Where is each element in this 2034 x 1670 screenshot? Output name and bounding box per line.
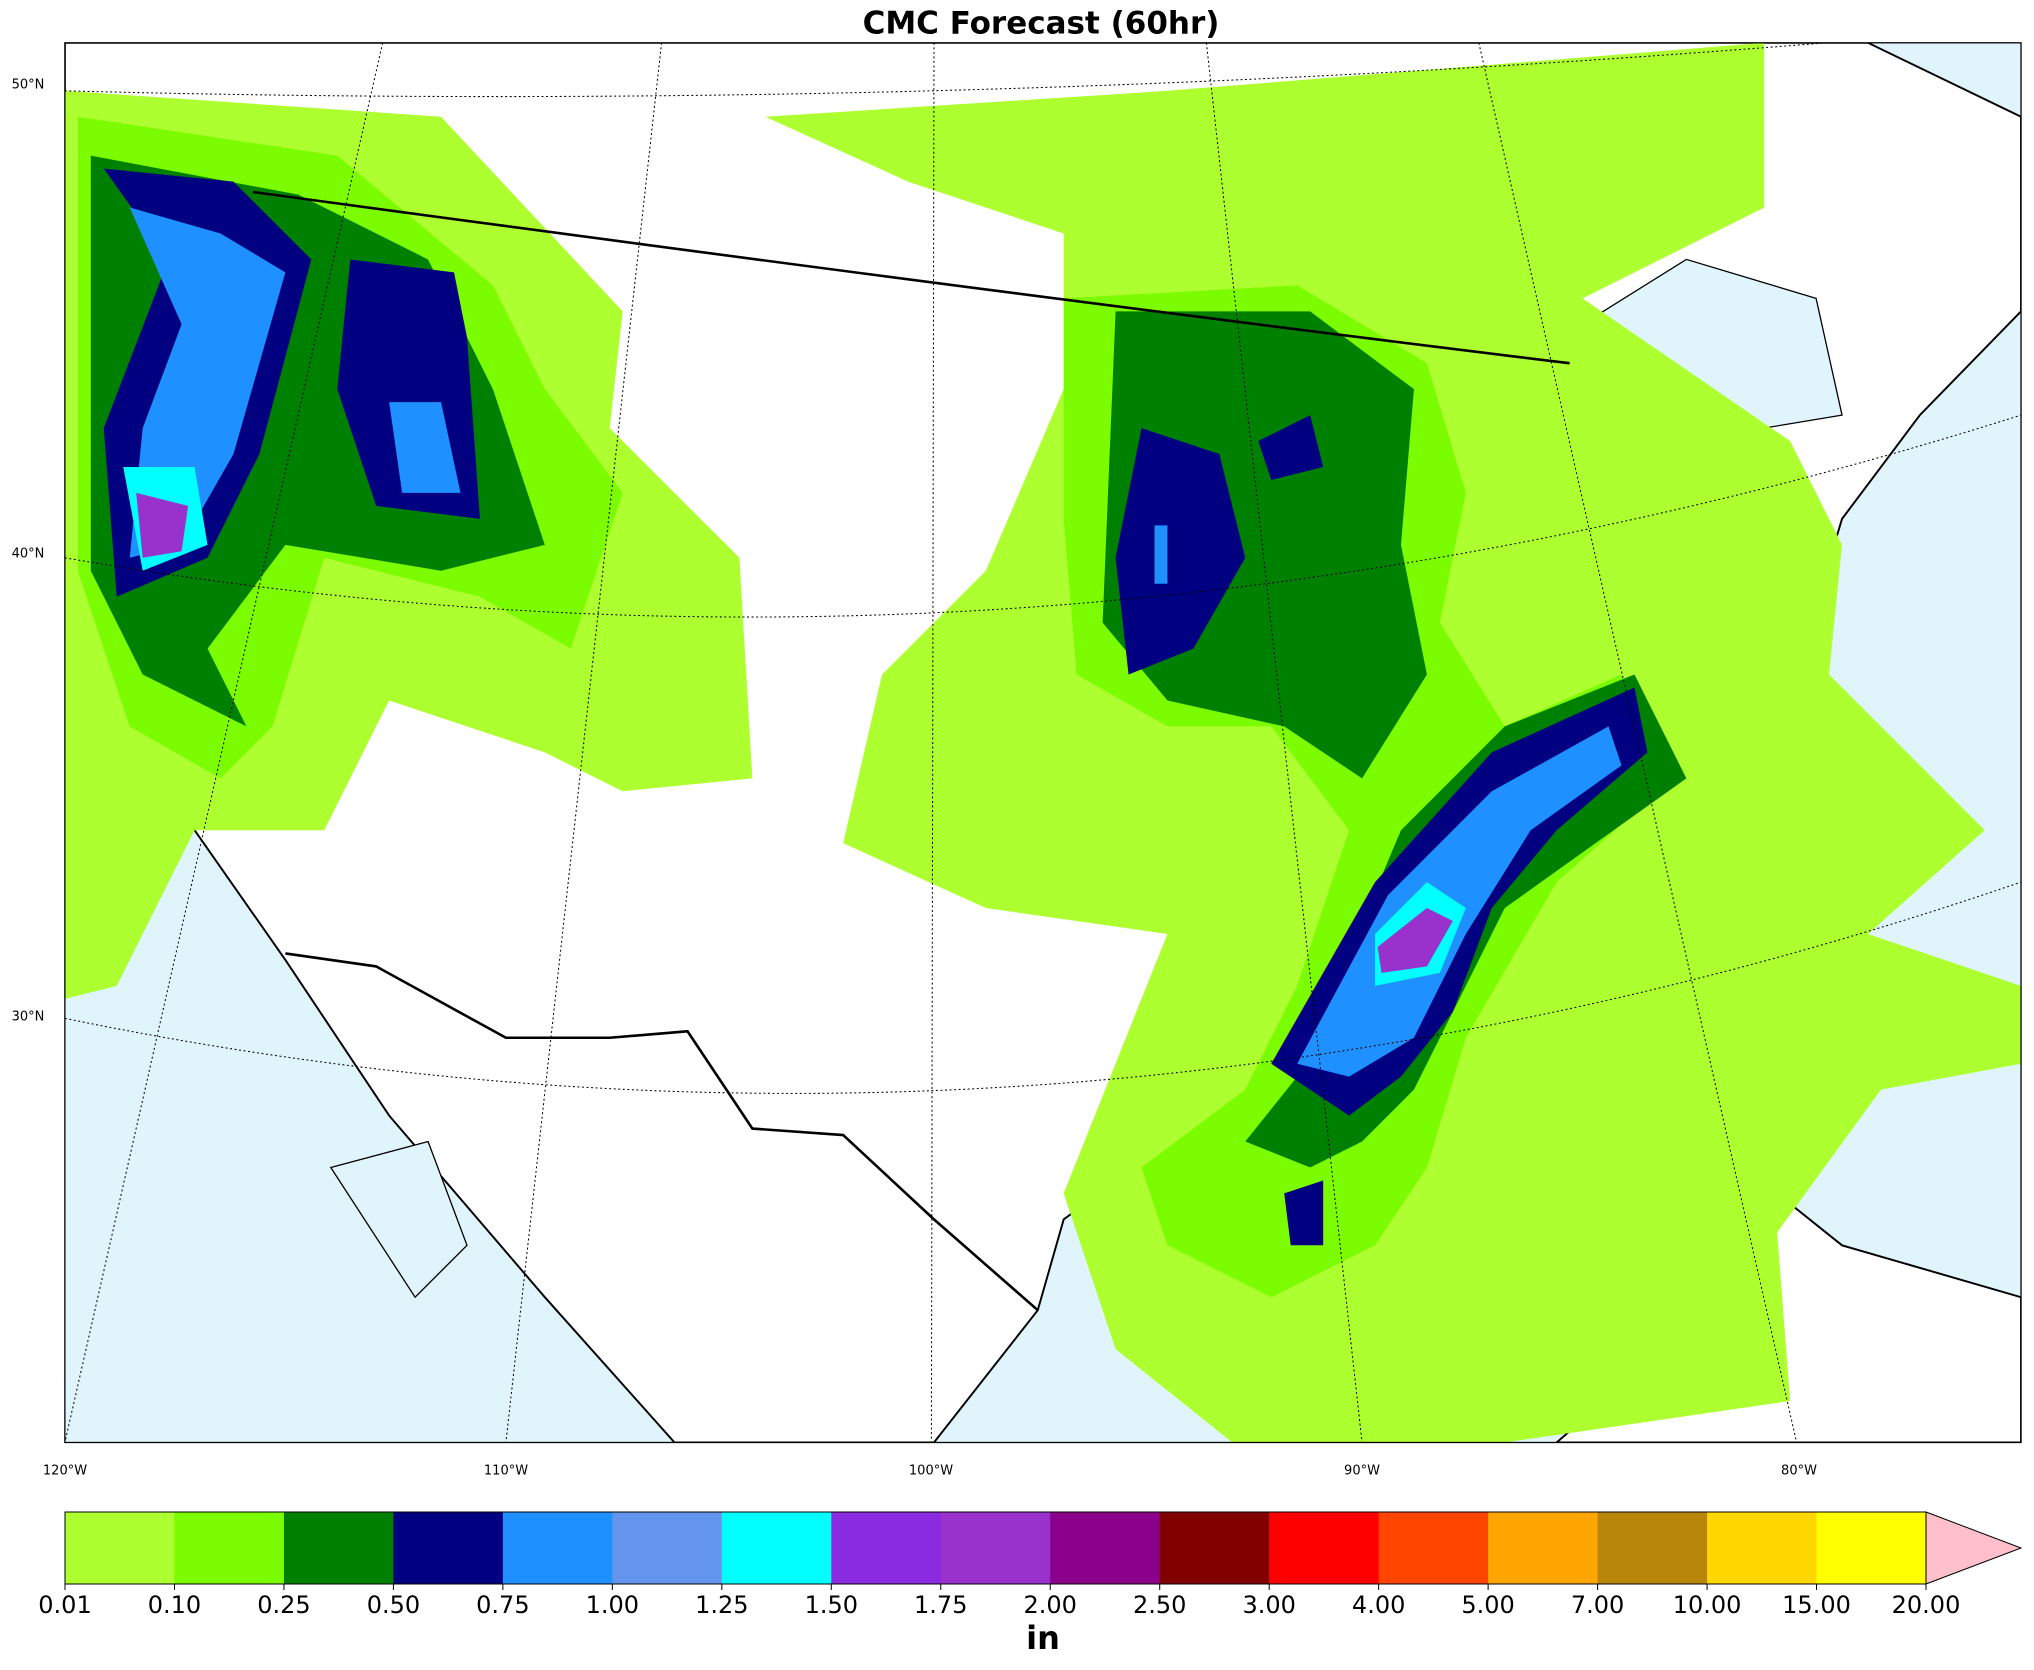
- colorbar-tick-label: 0.01: [38, 1591, 91, 1619]
- colorbar-tick-label: 0.50: [367, 1591, 420, 1619]
- colorbar-tick-label: 10.00: [1673, 1591, 1742, 1619]
- colorbar-frame: [64, 1511, 1927, 1585]
- colorbar-segment: [393, 1512, 504, 1584]
- lat-label: 30°N: [12, 1010, 45, 1025]
- colorbar-segment: [831, 1512, 942, 1584]
- colorbar-tick-label: 5.00: [1461, 1591, 1514, 1619]
- colorbar-segment: [1159, 1512, 1270, 1584]
- lat-label: 40°N: [12, 547, 45, 562]
- colorbar-tick-label: 4.00: [1352, 1591, 1405, 1619]
- colorbar-tick-label: 1.25: [695, 1591, 748, 1619]
- colorbar-segment: [721, 1512, 832, 1584]
- colorbar-segment: [1488, 1512, 1599, 1584]
- colorbar-tick-label: 1.75: [914, 1591, 967, 1619]
- lat-label: 50°N: [12, 78, 45, 93]
- colorbar-extension: [1925, 1511, 2023, 1585]
- colorbar-tick-label: 0.25: [257, 1591, 310, 1619]
- colorbar-label: in: [1026, 1619, 1060, 1657]
- colorbar-tick-label: 0.10: [148, 1591, 201, 1619]
- colorbar-segment: [1378, 1512, 1489, 1584]
- lon-label: 110°W: [484, 1464, 528, 1479]
- lon-label: 120°W: [43, 1464, 87, 1479]
- colorbar-segment: [1816, 1512, 1927, 1584]
- colorbar-segment: [1269, 1512, 1380, 1584]
- lon-labels: 120°W 110°W 100°W 90°W 80°W: [43, 1464, 1817, 1479]
- colorbar-tick-label: 2.50: [1133, 1591, 1186, 1619]
- lon-label: 80°W: [1781, 1464, 1817, 1479]
- colorbar-segment: [1707, 1512, 1818, 1584]
- colorbar-segment: [612, 1512, 723, 1584]
- colorbar-segment: [1597, 1512, 1708, 1584]
- colorbar-segment: [283, 1512, 394, 1584]
- colorbar-tick-label: 1.50: [805, 1591, 858, 1619]
- lat-labels: 50°N 40°N 30°N: [12, 78, 45, 1025]
- colorbar-tick-label: 1.00: [586, 1591, 639, 1619]
- lon-label: 100°W: [909, 1464, 953, 1479]
- colorbar-segment: [940, 1512, 1051, 1584]
- title: CMC Forecast (60hr): [863, 6, 1220, 42]
- map: [64, 42, 2022, 1444]
- colorbar-tick-label: 7.00: [1571, 1591, 1624, 1619]
- colorbar: 0.01 0.10 0.25 0.50 0.75 1.00 1.25 1.50 1.75 2.00…: [38, 1511, 2023, 1619]
- colorbar-tick-label: 3.00: [1242, 1591, 1295, 1619]
- colorbar-segment: [1050, 1512, 1161, 1584]
- colorbar-tick-label: 0.75: [476, 1591, 529, 1619]
- colorbar-tick-label: 20.00: [1892, 1591, 1961, 1619]
- colorbar-tick-label: 15.00: [1782, 1591, 1851, 1619]
- lon-label: 90°W: [1344, 1464, 1380, 1479]
- colorbar-segment: [65, 1512, 175, 1584]
- colorbar-tick-label: 2.00: [1024, 1591, 1077, 1619]
- colorbar-segment: [174, 1512, 285, 1584]
- colorbar-segment: [502, 1512, 613, 1584]
